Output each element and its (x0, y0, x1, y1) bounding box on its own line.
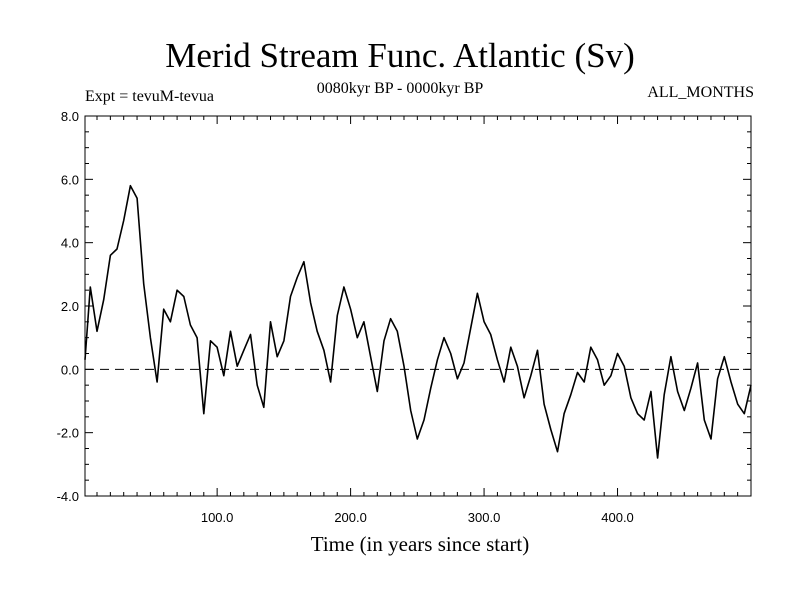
period-label: 0080kyr BP - 0000kyr BP (316, 80, 484, 97)
y-tick-label: 4.0 (61, 236, 79, 251)
x-tick-label: 400.0 (601, 510, 634, 525)
y-tick-label: 0.0 (61, 362, 79, 377)
y-tick-label: -2.0 (57, 426, 79, 441)
chart-title: Merid Stream Func. Atlantic (Sv) (165, 36, 635, 75)
x-tick-label: 300.0 (468, 510, 501, 525)
season-label: ALL_MONTHS (647, 84, 754, 101)
experiment-label: Expt = tevuM-tevua (85, 88, 214, 105)
y-tick-label: 6.0 (61, 172, 79, 187)
y-tick-label: 2.0 (61, 299, 79, 314)
x-tick-label: 200.0 (334, 510, 367, 525)
series-line (84, 184, 752, 459)
y-tick-label: 8.0 (61, 109, 79, 124)
x-tick-label: 100.0 (201, 510, 234, 525)
x-axis-label: Time (in years since start) (310, 532, 530, 556)
y-tick-label: -4.0 (57, 489, 79, 504)
